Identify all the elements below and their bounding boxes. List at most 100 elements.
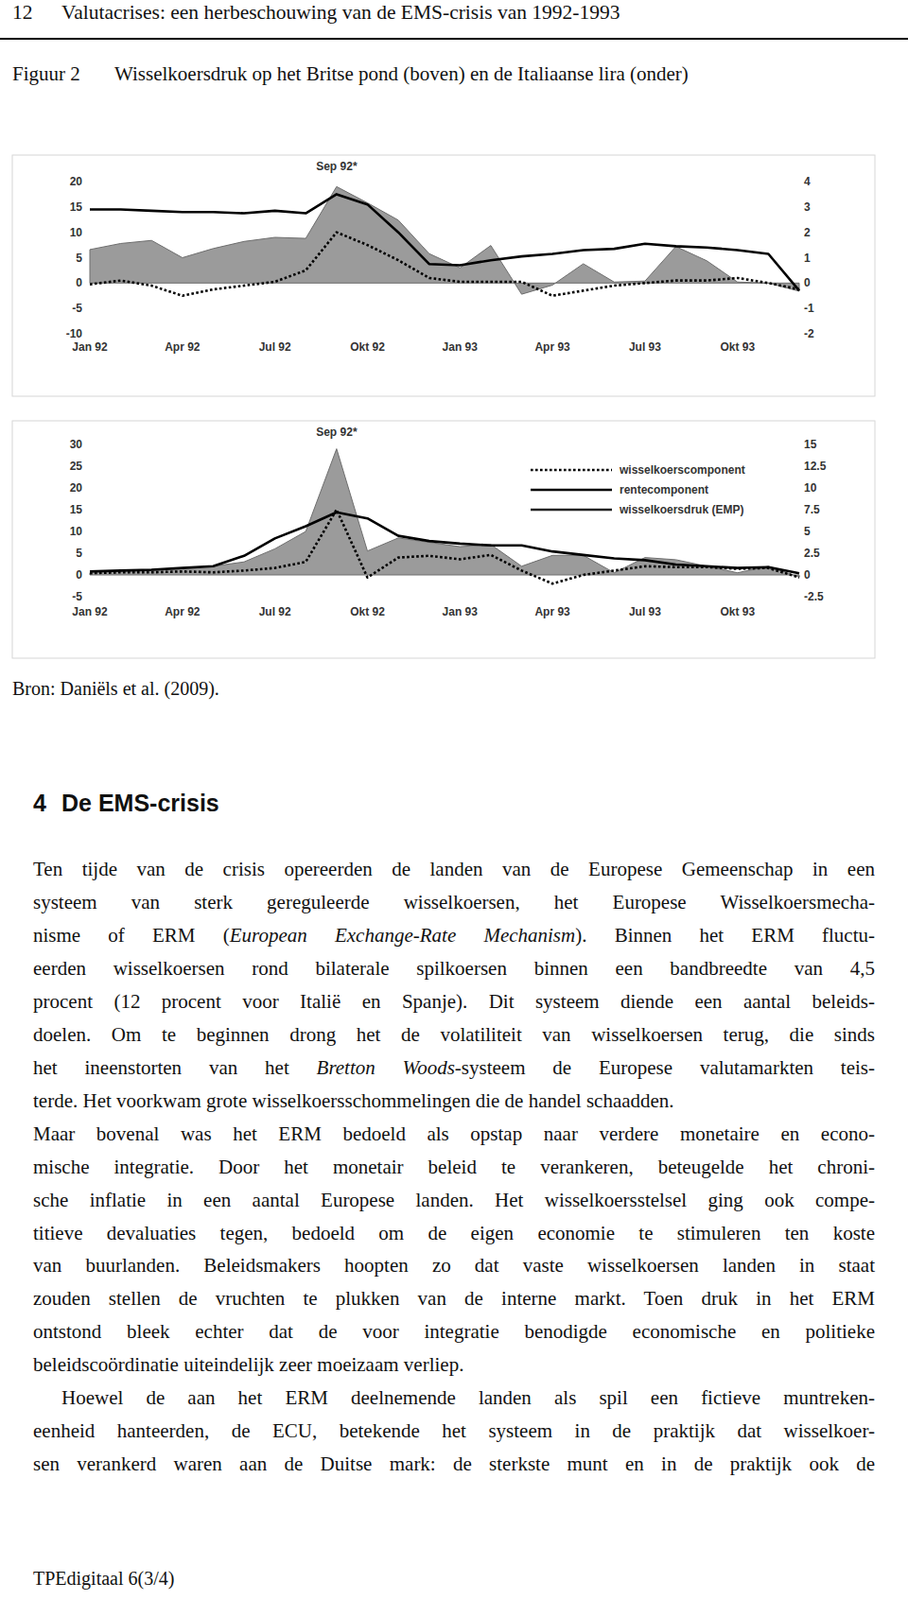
text-run: sen verankerd waren aan de Duitse mark: … bbox=[33, 1452, 875, 1476]
tick-label: 15 bbox=[803, 437, 818, 452]
series-line bbox=[89, 512, 800, 574]
text-run: European Exchange-Rate Mechanism bbox=[229, 924, 577, 947]
tick-label: -2 bbox=[803, 327, 815, 341]
tick-label: -5 bbox=[71, 301, 83, 315]
text-run: systeem van sterk gereguleerde wisselkoe… bbox=[33, 890, 875, 914]
text-run: beleidscoördinatie uiteindelijk zeer moe… bbox=[33, 1353, 464, 1377]
legend-swatch bbox=[530, 508, 612, 512]
tick-label: 20 bbox=[69, 481, 84, 495]
text-line: het ineenstorten van het Bretton Woods-s… bbox=[33, 1055, 875, 1081]
text-run: zouden stellen de vruchten te plukken va… bbox=[33, 1287, 875, 1310]
text-line: Hoewel de aan het ERM deelnemende landen… bbox=[61, 1385, 875, 1411]
text-line: van buurlanden. Beleidsmakers hoopten zo… bbox=[33, 1253, 875, 1278]
tick-label: 3 bbox=[803, 200, 811, 214]
x-tick-label: Apr 93 bbox=[534, 605, 571, 619]
running-title: Valutacrises: een herbeschouwing van de … bbox=[61, 0, 621, 25]
text-line: ontstond bleek echter dat de voor integr… bbox=[33, 1319, 875, 1345]
text-line: terde. Het voorkwam grote wisselkoerssch… bbox=[33, 1088, 875, 1114]
annotation: Sep 92* bbox=[315, 159, 358, 174]
text-run: ontstond bleek echter dat de voor integr… bbox=[33, 1320, 875, 1344]
x-tick-label: Apr 92 bbox=[164, 605, 201, 619]
series-line bbox=[89, 193, 800, 291]
chart-frame bbox=[12, 420, 875, 659]
text-run: ). Binnen het ERM fluctu- bbox=[575, 924, 875, 947]
tick-label: 15 bbox=[69, 503, 84, 517]
text-run: het ineenstorten van het bbox=[33, 1056, 317, 1080]
dotted-line bbox=[89, 509, 800, 584]
text-run: eenheid hanteerden, de ECU, betekende he… bbox=[33, 1419, 875, 1443]
x-tick-label: Jan 93 bbox=[442, 605, 479, 619]
tick-label: -1 bbox=[803, 301, 815, 315]
plot-area bbox=[89, 186, 800, 296]
text-run: Ten tijde van de crisis opereerden de la… bbox=[33, 857, 875, 881]
header-rule bbox=[0, 37, 908, 40]
text-line: doelen. Om te beginnen drong het de vola… bbox=[33, 1022, 875, 1048]
text-run: Hoewel de aan het ERM deelnemende landen… bbox=[61, 1386, 875, 1410]
x-tick-label: Jul 93 bbox=[628, 605, 662, 619]
tick-label: 12.5 bbox=[803, 459, 827, 473]
section-title: De EMS-crisis bbox=[61, 789, 220, 818]
text-line: mische integratie. Door het monetair bel… bbox=[33, 1154, 875, 1180]
tick-label: -2.5 bbox=[803, 590, 824, 604]
legend: wisselkoerscomponent rentecomponent wissel… bbox=[530, 463, 746, 517]
text-line: eenheid hanteerden, de ECU, betekende he… bbox=[33, 1418, 875, 1444]
legend-swatch bbox=[530, 469, 612, 472]
text-run: Maar bovenal was het ERM bedoeld als ops… bbox=[33, 1122, 875, 1146]
legend-swatch bbox=[530, 488, 612, 492]
tick-label: 10 bbox=[803, 481, 818, 495]
annotation: Sep 92* bbox=[315, 425, 358, 439]
tick-label: -10 bbox=[66, 327, 84, 341]
figure-source: Bron: Daniëls et al. (2009). bbox=[12, 678, 220, 700]
text-run: procent (12 procent voor Italië en Spanj… bbox=[33, 990, 875, 1013]
legend-label: rentecomponent bbox=[619, 483, 709, 497]
tick-label: 4 bbox=[803, 174, 811, 189]
x-tick-label: Okt 92 bbox=[349, 605, 385, 619]
tick-label: 5 bbox=[75, 251, 83, 265]
text-run: Bretton Woods bbox=[316, 1056, 455, 1080]
text-line: eerden wisselkoersen rond bilaterale spi… bbox=[33, 956, 875, 981]
emp-area bbox=[89, 186, 800, 295]
text-run: terde. Het voorkwam grote wisselkoerssch… bbox=[33, 1089, 675, 1113]
page-number: 12 bbox=[12, 0, 34, 25]
x-tick-label: Apr 92 bbox=[164, 340, 201, 354]
tick-label: 20 bbox=[69, 174, 84, 189]
text-run: nisme of ERM ( bbox=[33, 924, 230, 947]
x-tick-label: Jan 92 bbox=[71, 340, 108, 354]
tick-label: 15 bbox=[69, 200, 84, 214]
legend-label: wisselkoerscomponent bbox=[618, 463, 746, 477]
x-tick-label: Okt 92 bbox=[349, 340, 385, 354]
footer: TPEdigitaal 6(3/4) bbox=[33, 1568, 175, 1590]
text-line: beleidscoördinatie uiteindelijk zeer moe… bbox=[33, 1352, 875, 1378]
x-tick-label: Jan 93 bbox=[442, 340, 479, 354]
text-line: Ten tijde van de crisis opereerden de la… bbox=[33, 856, 875, 882]
x-tick-label: Okt 93 bbox=[719, 340, 755, 354]
tick-label: 10 bbox=[69, 524, 84, 539]
chart-frame bbox=[12, 155, 875, 397]
tick-label: 2.5 bbox=[803, 546, 821, 560]
figure-caption: Wisselkoersdruk op het Britse pond (bove… bbox=[114, 62, 689, 87]
text-line: sen verankerd waren aan de Duitse mark: … bbox=[33, 1451, 875, 1477]
text-run: doelen. Om te beginnen drong het de vola… bbox=[33, 1023, 875, 1047]
page: {"header": {"page_number": "12", "runnin… bbox=[0, 0, 908, 1600]
plot-area bbox=[89, 449, 800, 585]
tick-label: 10 bbox=[69, 226, 84, 240]
text-line: nisme of ERM (European Exchange-Rate Mec… bbox=[33, 923, 875, 948]
text-line: titieve devaluaties tegen, bedoeld om de… bbox=[33, 1221, 875, 1246]
tick-label: 0 bbox=[803, 276, 811, 290]
legend-label: wisselkoersdruk (EMP) bbox=[618, 503, 744, 517]
x-tick-label: Jul 92 bbox=[259, 605, 292, 619]
tick-label: 2 bbox=[803, 226, 811, 240]
tick-label: 0 bbox=[75, 276, 83, 290]
tick-label: 1 bbox=[803, 251, 811, 265]
tick-label: 7.5 bbox=[803, 503, 821, 517]
text-run: titieve devaluaties tegen, bedoeld om de… bbox=[33, 1222, 875, 1245]
section-number: 4 bbox=[33, 789, 47, 818]
tick-label: -5 bbox=[71, 590, 83, 604]
x-tick-label: Jul 93 bbox=[628, 340, 662, 354]
text-run: sche inflatie in een aantal Europese lan… bbox=[33, 1188, 875, 1212]
tick-label: 5 bbox=[803, 524, 811, 539]
tick-label: 5 bbox=[75, 546, 83, 560]
text-line: Maar bovenal was het ERM bedoeld als ops… bbox=[33, 1121, 875, 1147]
text-line: sche inflatie in een aantal Europese lan… bbox=[33, 1187, 875, 1213]
x-tick-label: Apr 93 bbox=[534, 340, 571, 354]
